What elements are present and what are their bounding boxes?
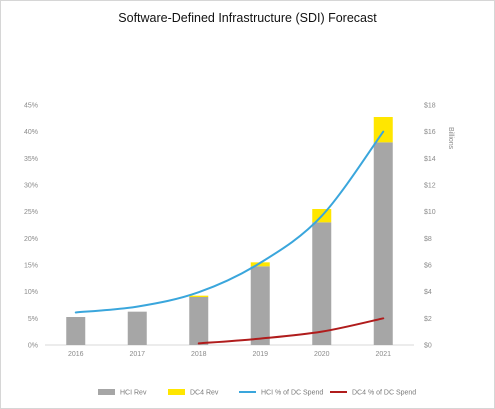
y-right-tick-label: $0 <box>424 343 432 350</box>
y-right-tick-label: $16 <box>424 129 436 136</box>
y-right-tick-label: $2 <box>424 316 432 323</box>
y-left-tick-label: 10% <box>24 289 38 296</box>
y-left-tick-label: 30% <box>24 183 38 190</box>
x-tick-label: 2019 <box>252 351 268 358</box>
bar-dc4-rev <box>189 295 209 297</box>
line-dc4-of-dc-spend <box>197 317 385 345</box>
bar-dc4-rev <box>250 262 270 267</box>
y-right-tick-label: $14 <box>424 156 436 163</box>
y-left-tick-label: 0% <box>28 343 38 350</box>
y-left-tick-label: 35% <box>24 156 38 163</box>
y-left-tick-label: 15% <box>24 263 38 270</box>
y-left-tick-label: 20% <box>24 236 38 243</box>
x-tick-label: 2017 <box>129 351 145 358</box>
y-right-tick-label: $10 <box>424 209 436 216</box>
bar-hci-rev <box>127 311 147 345</box>
y-right-tick-label: $6 <box>424 263 432 270</box>
y-left-tick-label: 5% <box>28 316 38 323</box>
right-axis-unit-label: Billions <box>447 127 454 150</box>
bar-hci-rev <box>250 266 270 345</box>
y-left-tick-label: 25% <box>24 209 38 216</box>
legend-swatch-hci-rev <box>98 389 115 395</box>
bars-group <box>66 117 393 345</box>
legend-label-hci-of-dc-spend: HCI % of DC Spend <box>261 390 323 397</box>
legend-label-dc4-of-dc-spend: DC4 % of DC Spend <box>352 390 416 397</box>
legend-swatch-dc4-rev <box>168 389 185 395</box>
line-hci-of-dc-spend <box>74 130 385 314</box>
axes-group: 0% 5% 10% 15% 20% 25% 30% 35% 40% 45% $0 $2 $4 $6 $8 $1… <box>24 103 436 359</box>
x-tick-label: 2018 <box>191 351 207 358</box>
bar-hci-rev <box>312 222 332 345</box>
bar-dc4-rev <box>373 117 393 143</box>
y-right-tick-label: $8 <box>424 236 432 243</box>
x-tick-label: 2021 <box>375 351 391 358</box>
bar-hci-rev <box>66 317 86 345</box>
y-right-tick-label: $4 <box>424 289 432 296</box>
chart-title: Software-Defined Infrastructure (SDI) Fo… <box>118 11 377 25</box>
y-right-tick-label: $12 <box>424 183 436 190</box>
bar-hci-rev <box>373 142 393 345</box>
x-tick-label: 2020 <box>314 351 330 358</box>
legend: HCI Rev DC4 Rev HCI % of DC Spend DC4 % of … <box>98 389 416 397</box>
y-right-tick-label: $18 <box>424 103 436 110</box>
bar-hci-rev <box>189 297 209 345</box>
legend-label-hci-rev: HCI Rev <box>120 390 147 397</box>
legend-label-dc4-rev: DC4 Rev <box>190 390 219 397</box>
lines-group <box>74 130 385 345</box>
y-left-tick-label: 45% <box>24 103 38 110</box>
x-tick-label: 2016 <box>68 351 84 358</box>
y-left-tick-label: 40% <box>24 129 38 136</box>
